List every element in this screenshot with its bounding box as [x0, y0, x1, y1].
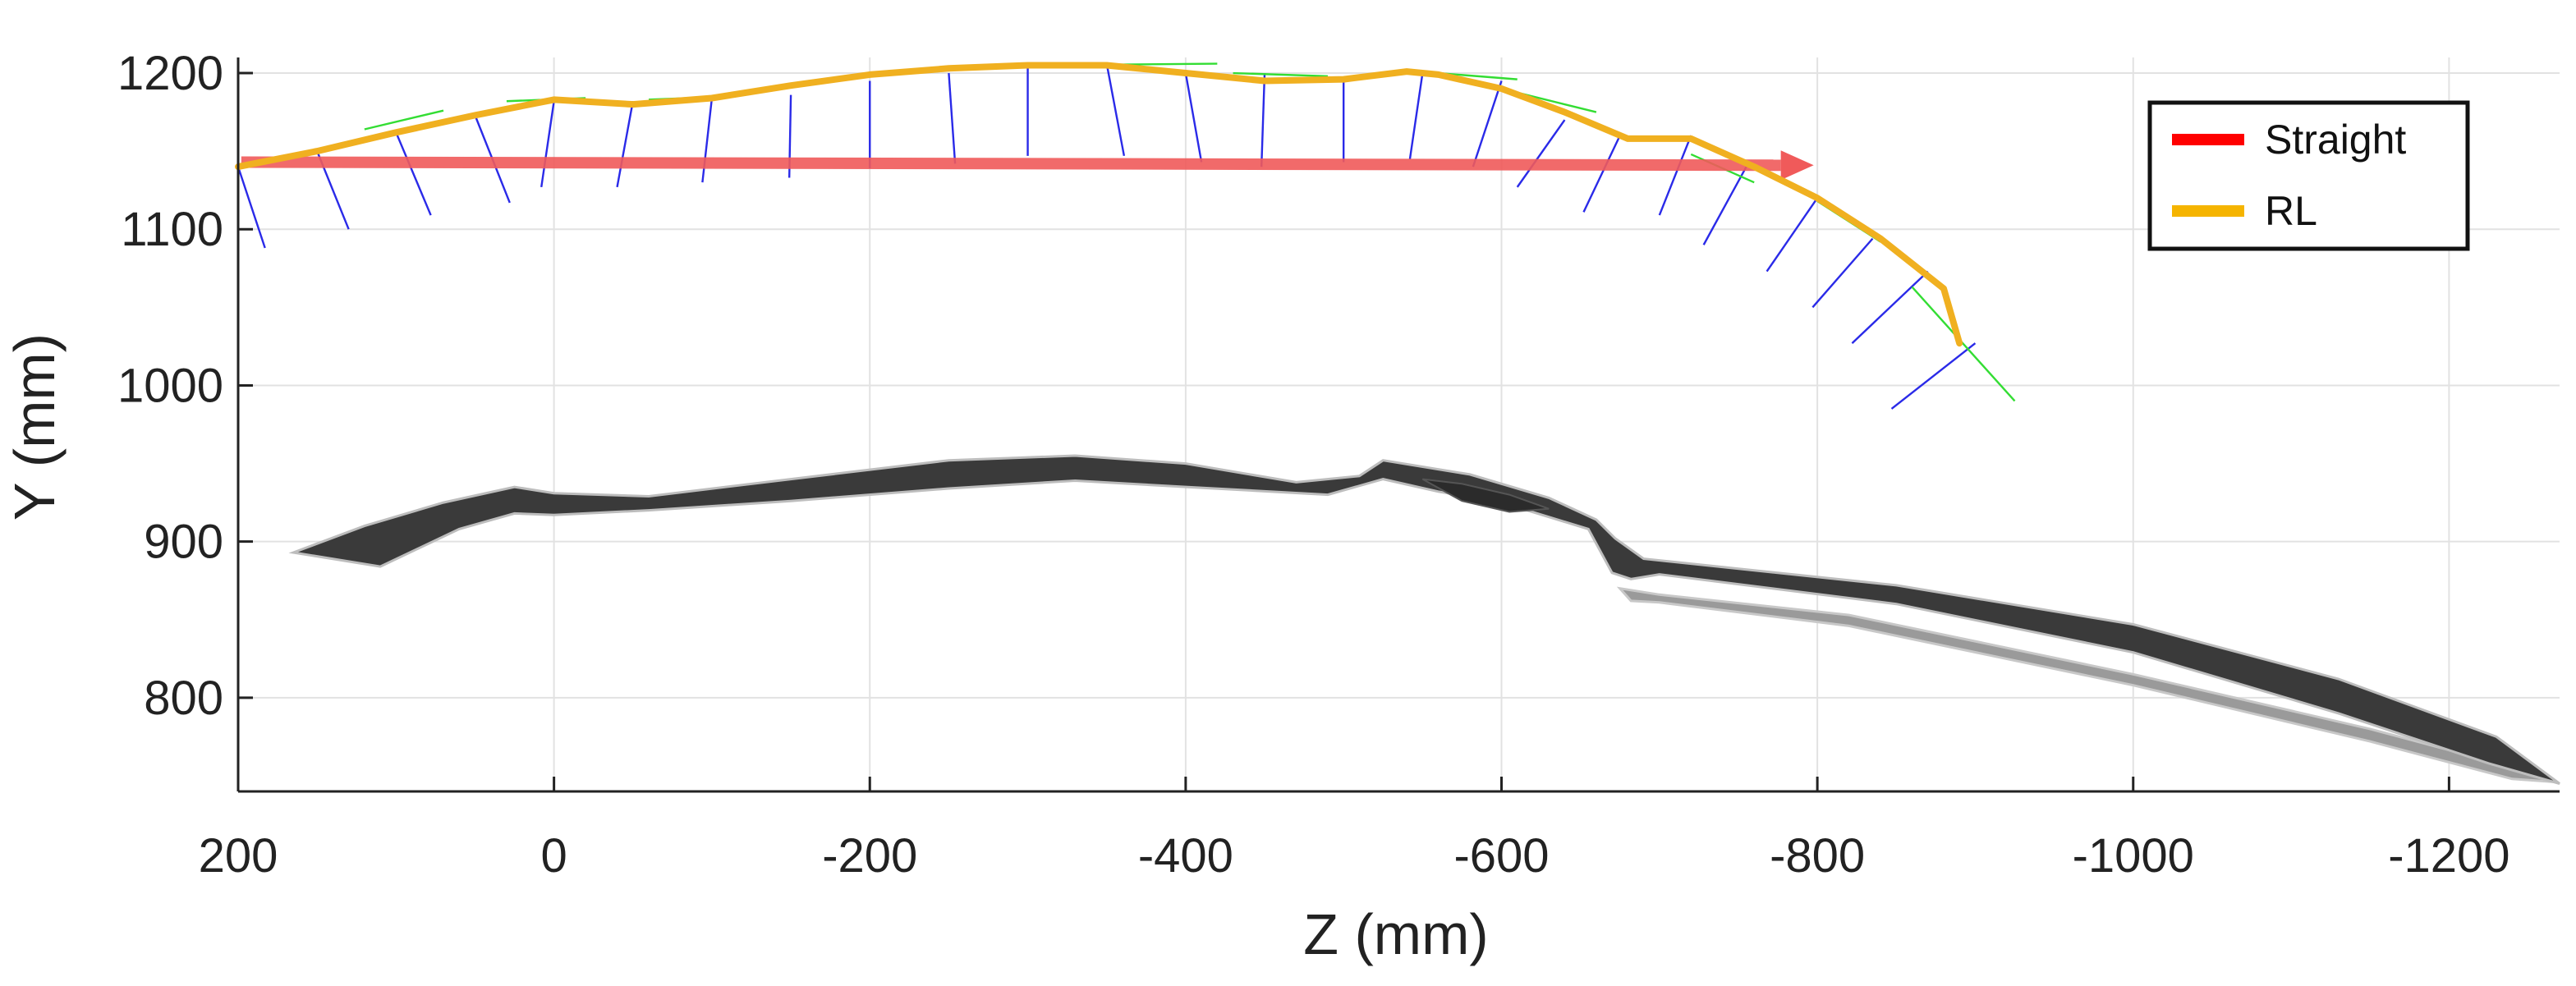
x-tick-label-6: -1000 — [2073, 829, 2194, 883]
x-tick-label-2: -200 — [822, 829, 917, 883]
x-tick-label-1: 0 — [540, 829, 567, 883]
x-tick-label-5: -800 — [1770, 829, 1865, 883]
x-tick-label-3: -400 — [1138, 829, 1233, 883]
normal-vector-6 — [701, 98, 714, 183]
rl-line — [235, 62, 1963, 347]
body-lower-edge — [1616, 586, 2557, 784]
legend-label-straight: Straight — [2265, 117, 2406, 163]
tangent-vector-0 — [364, 109, 444, 131]
normal-vector-12 — [1184, 72, 1203, 163]
series — [235, 62, 1963, 347]
straight-arrowhead — [1780, 150, 1814, 181]
normal-vector-0 — [236, 166, 266, 249]
normal-vector-5 — [616, 101, 634, 188]
normal-vector-17 — [1516, 119, 1566, 188]
x-tick-label-7: -1200 — [2388, 829, 2509, 883]
tangent-vector-4 — [1233, 71, 1328, 78]
legend: Straight RL — [2147, 100, 2470, 251]
axes — [236, 57, 2560, 793]
normal-vector-4 — [540, 101, 555, 188]
normal-vector-20 — [1702, 166, 1747, 245]
tick-labels: 200 0 -200 -400 -600 -800 -1000 -1200 800 900 1000… — [117, 47, 2510, 883]
body-main-silhouette — [288, 454, 2560, 785]
normal-vector-24 — [1890, 342, 1977, 410]
x-axis-label: Z (mm) — [1303, 902, 1488, 966]
normal-vector-16 — [1472, 80, 1503, 167]
y-tick-label-1: 900 — [144, 516, 223, 569]
y-tick-label-2: 1000 — [117, 359, 223, 412]
y-tick-label-0: 800 — [144, 672, 223, 725]
normal-vector-18 — [1582, 135, 1621, 213]
y-tick-label-4: 1200 — [117, 47, 223, 100]
x-tick-label-0: 200 — [199, 829, 278, 883]
normal-vector-22 — [1811, 237, 1874, 309]
y-tick-label-3: 1100 — [121, 203, 223, 256]
straight-line — [241, 156, 1781, 172]
normal-vector-21 — [1766, 197, 1819, 273]
tangent-vectors — [364, 62, 2016, 402]
normal-vector-11 — [1105, 63, 1126, 157]
normal-vector-2 — [395, 131, 432, 216]
normal-vector-19 — [1658, 135, 1692, 216]
normal-vector-9 — [948, 72, 957, 164]
legend-box — [2147, 100, 2470, 251]
normal-vector-13 — [1260, 72, 1266, 167]
tangent-vector-9 — [1911, 286, 2016, 402]
tangent-vector-5 — [1438, 71, 1518, 80]
x-tick-label-4: -600 — [1453, 829, 1549, 883]
vehicle-body — [288, 454, 2560, 785]
body-fillet — [1421, 478, 1550, 513]
y-axis-label: Y (mm) — [2, 333, 67, 521]
legend-label-rl: RL — [2265, 188, 2317, 234]
normal-vectors — [236, 63, 1977, 410]
normal-vector-23 — [1851, 270, 1929, 344]
normal-vector-15 — [1408, 72, 1424, 159]
